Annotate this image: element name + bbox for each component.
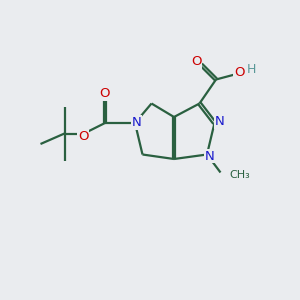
Text: H: H — [246, 63, 256, 76]
Text: O: O — [78, 130, 89, 143]
Text: O: O — [100, 87, 110, 101]
Text: O: O — [234, 65, 244, 79]
Text: O: O — [191, 55, 202, 68]
Text: N: N — [215, 115, 225, 128]
Text: N: N — [132, 116, 141, 129]
Text: CH₃: CH₃ — [230, 170, 250, 181]
Text: N: N — [205, 149, 215, 163]
